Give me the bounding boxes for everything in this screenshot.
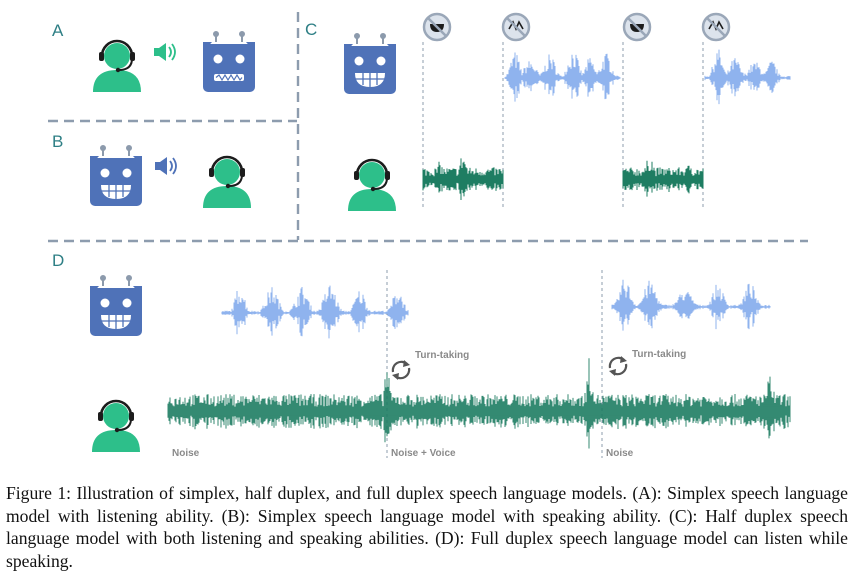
headset-user-icon xyxy=(201,155,253,210)
robot-waveform xyxy=(504,52,621,102)
headset-user-icon xyxy=(346,158,398,213)
panel-label-d: D xyxy=(52,251,64,270)
panel-d: Turn-taking Turn-taking Noise Noise + Vo… xyxy=(90,270,791,459)
panel-label-a: A xyxy=(52,21,64,40)
robot-waveform xyxy=(704,49,791,105)
noise-label-2: Noise xyxy=(606,448,634,459)
panel-a xyxy=(91,31,255,94)
turn-taking-label-2: Turn-taking xyxy=(632,349,686,360)
headset-user-icon xyxy=(91,39,143,94)
human-waveform xyxy=(622,160,704,197)
panel-b xyxy=(90,145,253,210)
panel-label-c: C xyxy=(305,20,317,39)
turn-taking-icon xyxy=(607,354,629,378)
mute-icon xyxy=(622,12,652,42)
figure-illustration: A B C D xyxy=(48,12,808,459)
speaker-icon xyxy=(154,156,177,176)
robot-waveform xyxy=(221,285,409,339)
turn-taking-icon xyxy=(390,358,412,382)
speech-waveforms-d xyxy=(167,279,791,449)
turn-taking-label-1: Turn-taking xyxy=(415,350,469,361)
robot-icon xyxy=(90,145,142,206)
mute-icon xyxy=(701,12,731,42)
human-waveform xyxy=(167,358,791,449)
speech-waveforms-c xyxy=(422,49,791,200)
speaker-icon xyxy=(153,42,176,62)
robot-waveform xyxy=(611,279,771,331)
figure-caption: Figure 1: Illustration of simplex, half … xyxy=(6,483,848,571)
robot-icon xyxy=(344,33,396,94)
mute-icon xyxy=(501,12,531,42)
mute-icon xyxy=(422,12,452,42)
robot-icon xyxy=(203,31,255,92)
human-waveform xyxy=(422,158,504,200)
panel-c xyxy=(344,12,791,213)
headset-user-icon xyxy=(90,399,142,454)
noise-voice-label: Noise + Voice xyxy=(391,448,456,459)
noise-label-1: Noise xyxy=(172,448,200,459)
panel-label-b: B xyxy=(52,132,63,151)
robot-icon xyxy=(90,275,142,336)
panel-dividers xyxy=(48,12,808,243)
